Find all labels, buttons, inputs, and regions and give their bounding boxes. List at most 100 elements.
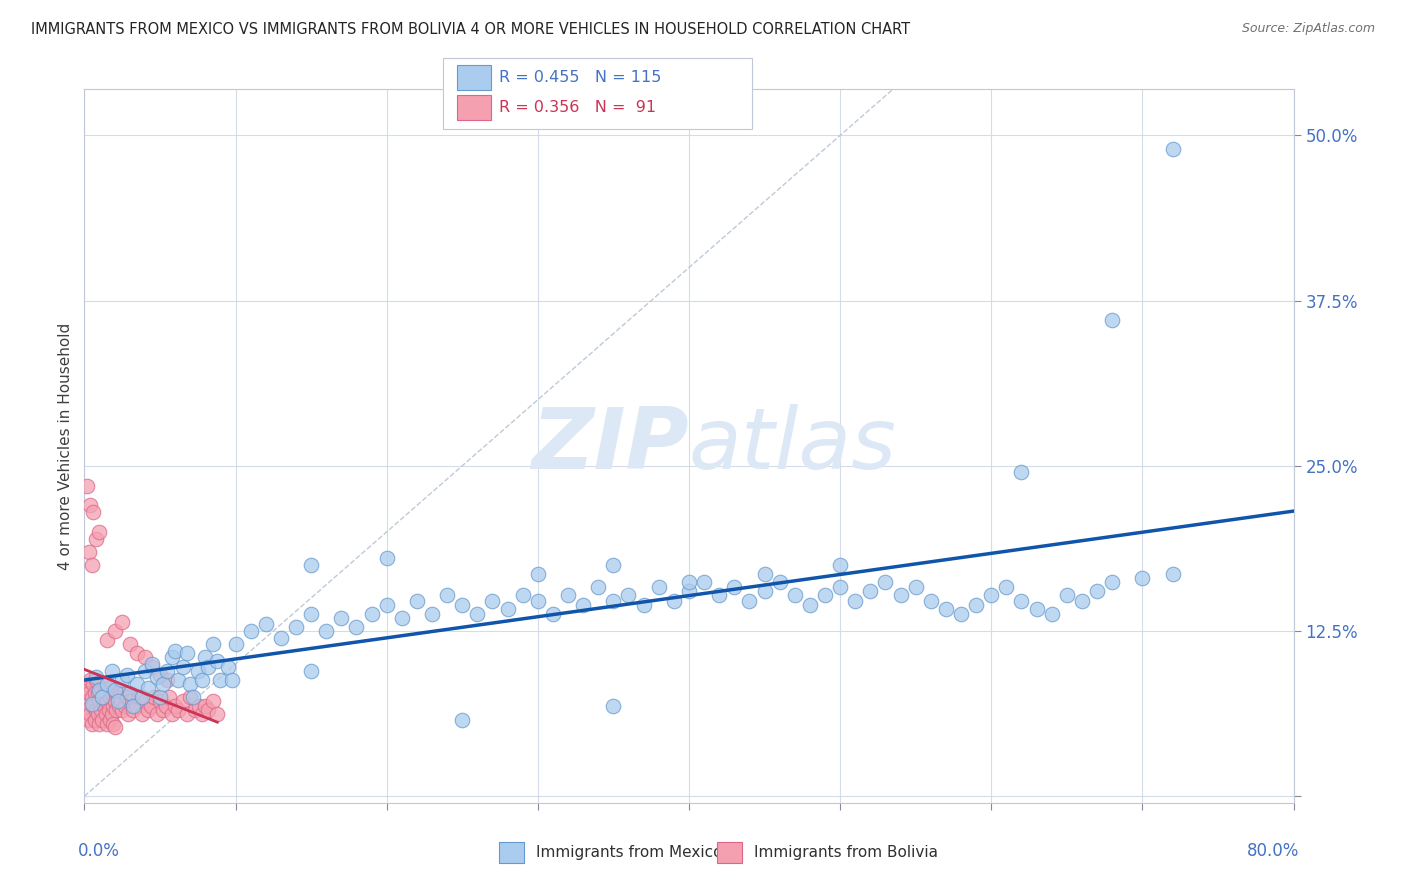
Point: [648, 581, 671, 595]
Point: [557, 588, 579, 602]
Point: [149, 667, 172, 681]
Point: [1040, 607, 1063, 621]
Point: [183, 703, 205, 717]
Point: [754, 584, 776, 599]
Point: [77, 713, 100, 727]
Point: [82, 677, 104, 691]
Point: [814, 588, 837, 602]
Point: [194, 650, 217, 665]
Point: [1130, 571, 1153, 585]
Text: 0.0%: 0.0%: [79, 842, 120, 860]
Point: [165, 699, 187, 714]
Point: [146, 707, 169, 722]
Point: [890, 588, 912, 602]
Point: [723, 581, 745, 595]
Point: [360, 607, 382, 621]
Point: [134, 694, 156, 708]
Point: [481, 593, 503, 607]
Point: [141, 659, 163, 673]
Point: [128, 690, 150, 704]
Point: [541, 607, 564, 621]
Point: [1011, 466, 1033, 480]
Text: 80.0%: 80.0%: [1247, 842, 1299, 860]
Point: [86, 673, 108, 687]
Text: Immigrants from Mexico: Immigrants from Mexico: [536, 846, 723, 860]
Point: [572, 598, 595, 612]
Point: [172, 659, 194, 673]
Point: [527, 593, 550, 607]
Point: [693, 575, 716, 590]
Point: [156, 673, 179, 687]
Point: [90, 703, 112, 717]
Point: [799, 598, 821, 612]
Point: [76, 677, 98, 691]
Point: [141, 657, 163, 671]
Point: [191, 673, 214, 687]
Point: [86, 532, 108, 546]
Point: [859, 584, 882, 599]
Point: [110, 694, 132, 708]
Point: [254, 617, 277, 632]
Point: [188, 699, 211, 714]
Point: [201, 694, 224, 708]
Point: [157, 690, 180, 704]
Point: [155, 699, 177, 714]
Point: [96, 677, 118, 691]
Point: [118, 637, 141, 651]
Point: [904, 581, 927, 595]
Point: [496, 601, 519, 615]
Point: [617, 588, 640, 602]
Text: atlas: atlas: [689, 404, 897, 488]
Point: [89, 694, 111, 708]
Point: [89, 683, 111, 698]
Text: R = 0.455   N = 115: R = 0.455 N = 115: [499, 70, 661, 85]
Point: [79, 707, 101, 722]
Point: [82, 699, 104, 714]
Point: [299, 664, 322, 678]
Point: [527, 567, 550, 582]
Point: [76, 478, 98, 492]
Point: [84, 686, 107, 700]
Point: [118, 694, 141, 708]
Point: [1011, 593, 1033, 607]
Point: [146, 670, 169, 684]
Point: [209, 673, 232, 687]
Point: [299, 607, 322, 621]
Point: [149, 690, 172, 704]
Point: [221, 673, 243, 687]
Point: [420, 607, 443, 621]
Point: [346, 620, 368, 634]
Point: [108, 699, 131, 714]
Point: [89, 524, 111, 539]
Point: [187, 664, 209, 678]
Point: [121, 699, 143, 714]
Point: [80, 690, 103, 704]
Point: [1025, 601, 1047, 615]
Point: [602, 699, 624, 714]
Text: R = 0.356   N =  91: R = 0.356 N = 91: [499, 101, 657, 115]
Point: [118, 686, 141, 700]
Point: [80, 716, 103, 731]
Point: [131, 707, 153, 722]
Point: [76, 703, 98, 717]
Point: [225, 637, 247, 651]
Point: [104, 624, 127, 638]
Point: [207, 654, 229, 668]
Point: [160, 707, 183, 722]
Point: [285, 620, 308, 634]
Point: [451, 598, 474, 612]
Point: [152, 703, 174, 717]
Point: [98, 713, 121, 727]
Text: ZIP: ZIP: [531, 404, 689, 488]
Point: [89, 716, 111, 731]
Point: [315, 624, 337, 638]
Point: [156, 664, 179, 678]
Point: [87, 707, 110, 722]
Point: [104, 721, 127, 735]
Point: [375, 551, 398, 566]
Point: [330, 611, 353, 625]
Point: [97, 681, 120, 695]
Point: [136, 681, 159, 695]
Point: [1071, 593, 1094, 607]
Point: [112, 686, 135, 700]
